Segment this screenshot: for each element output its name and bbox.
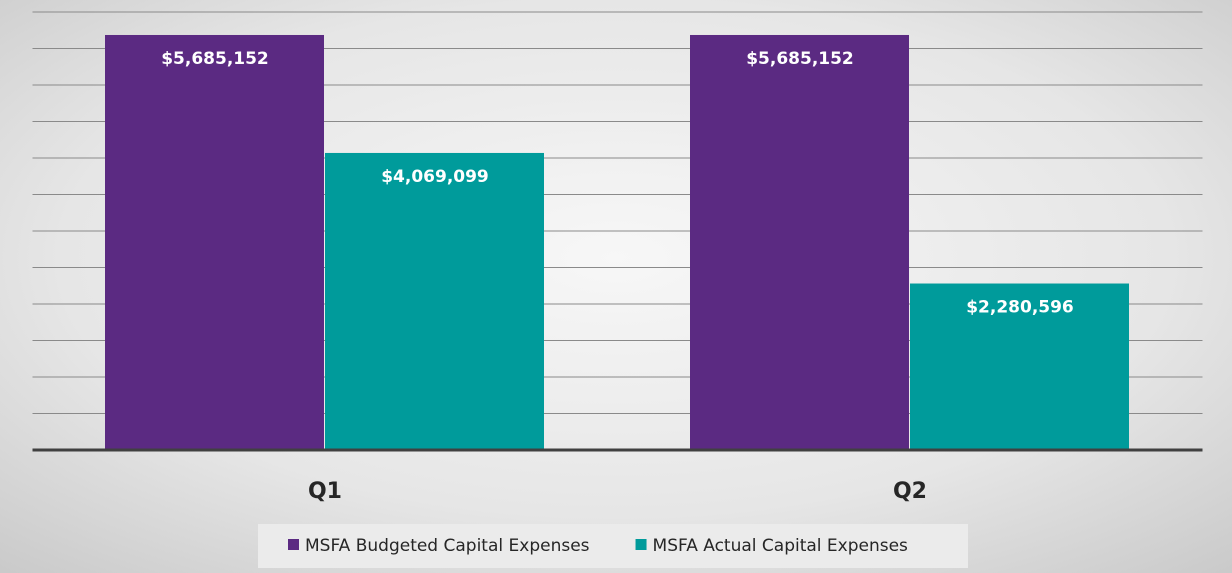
- legend-label: MSFA Budgeted Capital Expenses: [305, 536, 590, 556]
- x-tick-label: Q2: [893, 479, 927, 504]
- data-label: $4,069,099: [381, 167, 489, 187]
- legend-box: [258, 524, 968, 568]
- bar: [105, 34, 324, 450]
- bar: [910, 283, 1129, 450]
- legend-label: MSFA Actual Capital Expenses: [653, 536, 909, 556]
- bar: [690, 34, 909, 450]
- data-label: $2,280,596: [966, 298, 1074, 318]
- bar: [325, 152, 544, 450]
- data-label: $5,685,152: [161, 49, 269, 69]
- legend-swatch: [288, 539, 299, 550]
- legend-swatch: [635, 539, 647, 550]
- data-label: $5,685,152: [746, 49, 854, 69]
- x-tick-label: Q1: [308, 479, 342, 504]
